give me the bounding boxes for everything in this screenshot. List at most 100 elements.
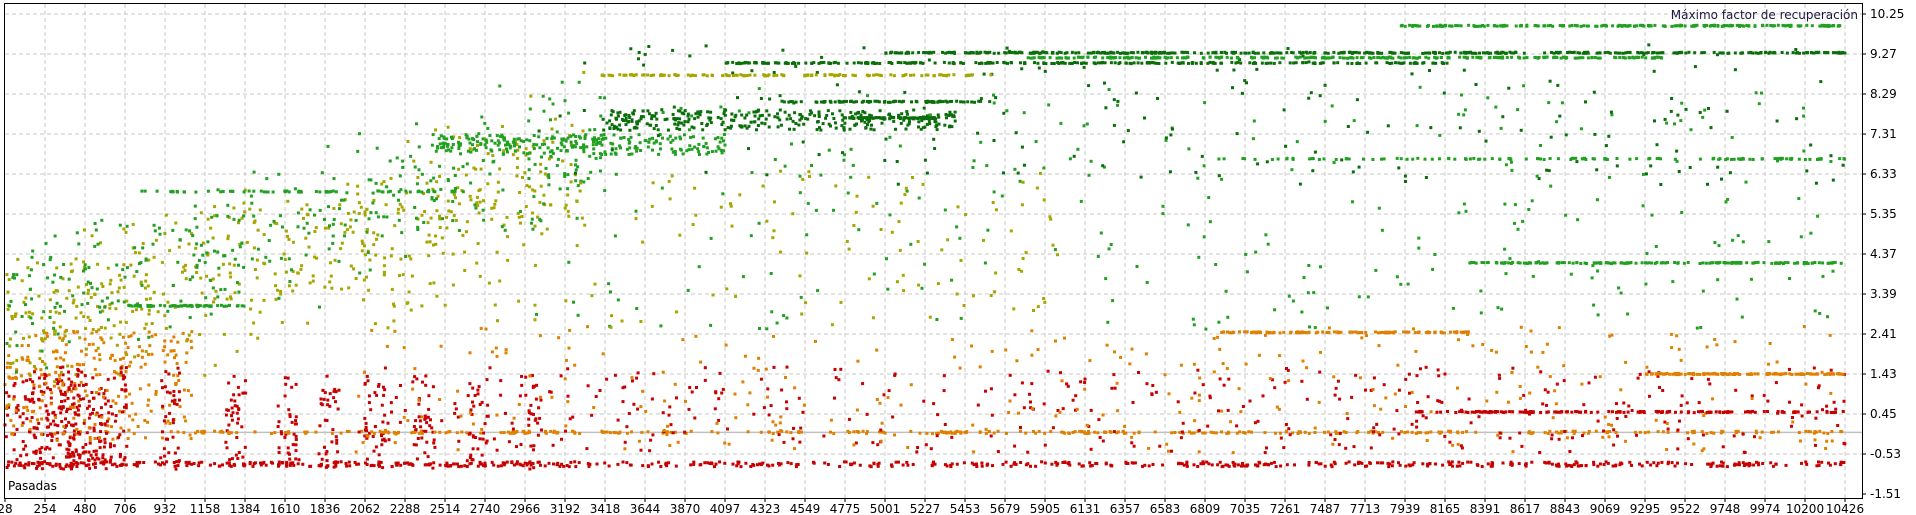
data-point <box>432 281 436 285</box>
data-point <box>1030 353 1034 357</box>
data-point <box>1197 399 1201 403</box>
data-point <box>1317 462 1321 466</box>
data-point <box>621 460 625 464</box>
data-point <box>28 310 32 314</box>
data-point <box>110 463 114 467</box>
data-point <box>61 381 65 385</box>
data-point <box>1507 400 1510 404</box>
data-point <box>328 280 332 284</box>
data-point <box>501 135 504 139</box>
data-point <box>515 430 519 433</box>
data-point <box>749 465 753 468</box>
data-point <box>807 170 811 174</box>
data-point <box>637 439 641 443</box>
data-point <box>92 426 96 430</box>
data-point <box>471 386 475 390</box>
data-point <box>176 366 180 370</box>
data-point <box>932 402 936 406</box>
data-point <box>595 142 599 146</box>
data-point <box>706 110 710 114</box>
data-point <box>1527 431 1531 435</box>
data-point <box>72 462 76 466</box>
data-point <box>698 463 702 467</box>
data-point <box>446 178 450 181</box>
data-point <box>1042 198 1046 202</box>
data-point <box>906 446 910 449</box>
data-point <box>1306 291 1310 295</box>
data-point <box>1326 306 1329 310</box>
data-point <box>765 327 769 331</box>
data-point <box>1187 147 1191 151</box>
data-point <box>345 429 349 433</box>
data-point <box>177 245 181 249</box>
data-point <box>1277 407 1281 411</box>
data-point <box>696 115 700 119</box>
data-point <box>943 423 947 426</box>
data-point <box>336 450 340 454</box>
data-point <box>1608 175 1611 179</box>
data-point <box>445 226 449 230</box>
data-point <box>1562 364 1566 368</box>
data-point <box>688 386 692 389</box>
data-point <box>474 436 477 439</box>
data-point <box>1587 431 1591 435</box>
data-point <box>134 412 138 416</box>
data-point <box>34 449 38 453</box>
data-point <box>754 110 758 114</box>
data-point <box>1004 460 1008 464</box>
data-point <box>788 127 791 131</box>
data-point <box>1721 464 1725 468</box>
data-point <box>719 105 723 109</box>
data-point <box>334 400 337 404</box>
data-point <box>9 299 13 303</box>
data-point <box>58 373 61 377</box>
data-point <box>372 243 376 247</box>
data-point <box>498 148 502 152</box>
data-point <box>1076 147 1080 151</box>
data-point <box>923 125 927 129</box>
data-point <box>108 282 112 286</box>
data-point <box>1482 24 1486 28</box>
data-point <box>604 152 608 156</box>
data-point <box>834 126 838 130</box>
data-point <box>122 227 126 231</box>
data-point <box>740 124 744 128</box>
data-point <box>211 277 215 281</box>
data-point <box>531 384 535 388</box>
data-point <box>632 109 636 113</box>
data-point <box>663 399 667 403</box>
data-point <box>252 321 256 325</box>
data-point <box>1274 465 1278 469</box>
data-point <box>44 404 48 408</box>
data-point <box>1720 24 1724 28</box>
data-point <box>639 405 643 409</box>
data-point <box>84 383 88 386</box>
data-point <box>588 154 592 158</box>
data-point <box>1619 388 1623 392</box>
data-point <box>1486 23 1490 27</box>
data-point <box>1171 127 1174 131</box>
data-point <box>560 137 564 141</box>
data-point <box>147 258 151 262</box>
data-point <box>527 177 531 180</box>
data-point <box>83 228 86 232</box>
data-point <box>1519 24 1523 28</box>
data-point <box>1368 461 1372 465</box>
data-point <box>505 215 509 219</box>
data-point <box>1709 465 1713 468</box>
data-point <box>734 294 738 298</box>
data-point <box>1768 342 1772 345</box>
data-point <box>199 243 203 247</box>
data-point <box>338 203 342 207</box>
data-point <box>536 215 540 219</box>
data-point <box>989 387 993 391</box>
data-point <box>409 308 413 312</box>
data-point <box>713 465 716 469</box>
data-point <box>909 429 913 433</box>
data-point <box>915 450 919 454</box>
data-point <box>1516 227 1520 231</box>
data-point <box>1810 24 1814 28</box>
data-point <box>482 464 485 467</box>
data-point <box>601 352 605 356</box>
data-point <box>305 212 309 216</box>
